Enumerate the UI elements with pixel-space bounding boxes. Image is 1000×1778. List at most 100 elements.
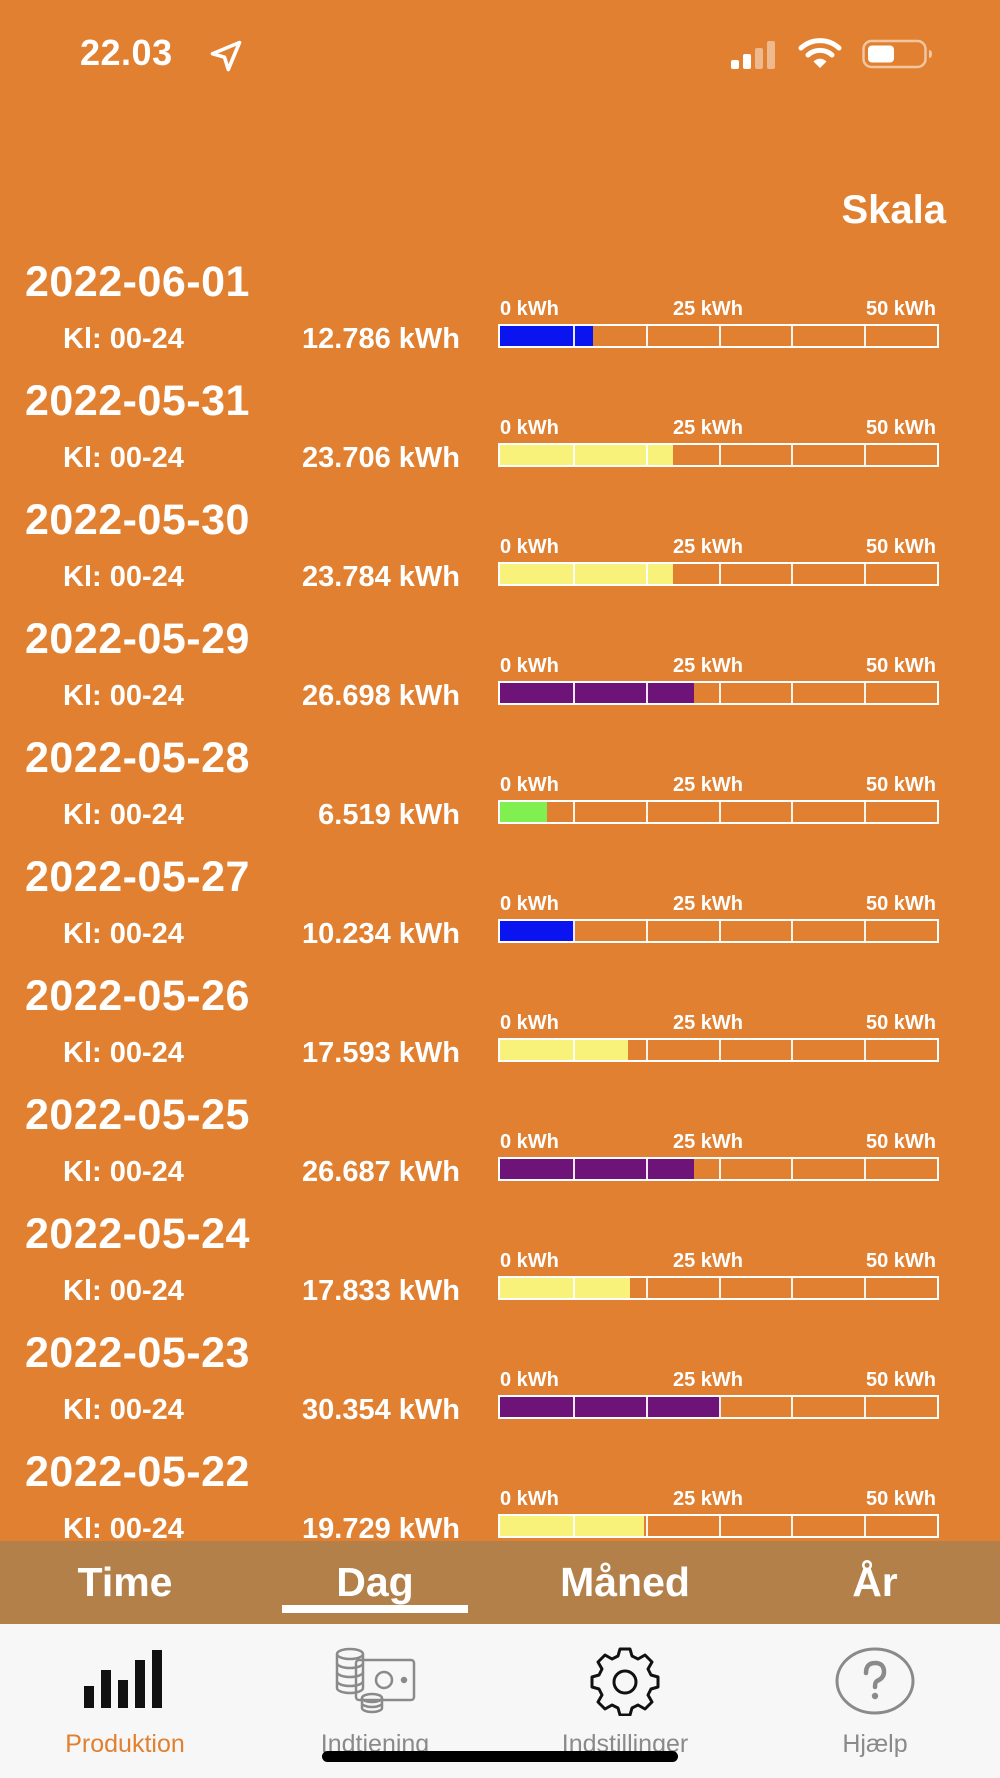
scale-tick-label: 50 kWh — [865, 1369, 936, 1391]
day-row[interactable]: 2022-05-29 Kl: 00-24 26.698 kWh 0 kWh 25 kWh… — [0, 605, 1000, 724]
scale-label: Skala — [841, 188, 946, 232]
bar-segment-divider — [646, 921, 648, 941]
bar-segment-divider — [646, 683, 648, 703]
production-bar-fill — [500, 1278, 630, 1298]
scale-tick-label: 50 kWh — [865, 1488, 936, 1510]
scale-tick-label: 25 kWh — [673, 1369, 744, 1391]
bar-segment-divider — [573, 564, 575, 584]
bar-segment-divider — [573, 445, 575, 465]
day-date: 2022-06-01 — [25, 258, 250, 306]
day-hours: Kl: 00-24 — [63, 1513, 184, 1541]
day-date: 2022-05-25 — [25, 1091, 250, 1139]
day-date: 2022-05-27 — [25, 853, 250, 901]
bar-segment-divider — [791, 1516, 793, 1536]
bar-segment-divider — [573, 1516, 575, 1536]
bar-segment-divider — [864, 326, 866, 346]
production-bar-fill — [500, 921, 575, 941]
day-row[interactable]: 2022-05-28 Kl: 00-24 6.519 kWh 0 kWh 25 kWh 5… — [0, 724, 1000, 843]
day-row[interactable]: 2022-05-25 Kl: 00-24 26.687 kWh 0 kWh 25 kWh… — [0, 1081, 1000, 1200]
bar-segment-divider — [719, 1516, 721, 1536]
production-bar — [498, 681, 939, 705]
bar-segment-divider — [864, 1278, 866, 1298]
day-row[interactable]: 2022-05-24 Kl: 00-24 17.833 kWh 0 kWh 25 kWh… — [0, 1200, 1000, 1319]
day-hours: Kl: 00-24 — [63, 1275, 184, 1307]
bar-segment-divider — [719, 326, 721, 346]
bar-chart-icon — [84, 1650, 162, 1708]
scale-tick-label: 0 kWh — [500, 774, 559, 796]
day-row[interactable]: 2022-05-23 Kl: 00-24 30.354 kWh 0 kWh 25 kWh… — [0, 1319, 1000, 1438]
day-date: 2022-05-31 — [25, 377, 250, 425]
tab-hjaelp[interactable]: Hjælp — [750, 1624, 1000, 1778]
bar-segment-divider — [646, 1040, 648, 1060]
home-indicator — [322, 1751, 678, 1762]
scale-tick-label: 0 kWh — [500, 1012, 559, 1034]
bar-segment-divider — [864, 1397, 866, 1417]
status-bar: 22.03 — [0, 0, 1000, 110]
day-energy: 12.786 kWh — [302, 323, 460, 355]
period-tab-aar[interactable]: År — [852, 1559, 898, 1605]
day-hours: Kl: 00-24 — [63, 323, 184, 355]
scale-tick-label: 0 kWh — [500, 893, 559, 915]
bar-segment-divider — [719, 445, 721, 465]
scale-tick-label: 25 kWh — [673, 1131, 744, 1153]
bar-segment-divider — [719, 1278, 721, 1298]
scale-tick-label: 0 kWh — [500, 536, 559, 558]
period-tab-time[interactable]: Time — [77, 1559, 173, 1605]
production-bar-fill — [500, 1159, 694, 1179]
tab-produktion[interactable]: Produktion — [0, 1624, 250, 1778]
coins-money-icon — [335, 1647, 416, 1714]
bar-segment-divider — [719, 921, 721, 941]
bar-segment-divider — [573, 1397, 575, 1417]
day-date: 2022-05-28 — [25, 734, 250, 782]
scale-tick-label: 25 kWh — [673, 1012, 744, 1034]
scale-tick-label: 0 kWh — [500, 417, 559, 439]
bar-segment-divider — [864, 683, 866, 703]
bar-segment-divider — [573, 802, 575, 822]
period-tab-maaned[interactable]: Måned — [560, 1559, 690, 1605]
scale-tick-label: 50 kWh — [865, 1012, 936, 1034]
bar-segment-divider — [719, 1040, 721, 1060]
scale-tick-label: 25 kWh — [673, 655, 744, 677]
day-hours: Kl: 00-24 — [63, 442, 184, 474]
day-date: 2022-05-22 — [25, 1448, 250, 1496]
scale-tick-label: 50 kWh — [865, 1131, 936, 1153]
bar-segment-divider — [791, 1397, 793, 1417]
production-bar — [498, 1514, 939, 1538]
production-bar — [498, 1395, 939, 1419]
period-tab-dag[interactable]: Dag — [336, 1559, 414, 1605]
production-bar — [498, 1157, 939, 1181]
production-bar-fill — [500, 1397, 721, 1417]
bar-segment-divider — [646, 445, 648, 465]
production-bar-fill — [500, 1040, 628, 1060]
scale-tick-label: 0 kWh — [500, 1369, 559, 1391]
day-row[interactable]: 2022-05-26 Kl: 00-24 17.593 kWh 0 kWh 25 kWh… — [0, 962, 1000, 1081]
day-row[interactable]: 2022-05-22 Kl: 00-24 19.729 kWh 0 kWh 25 kWh… — [0, 1438, 1000, 1541]
day-hours: Kl: 00-24 — [63, 1037, 184, 1069]
day-date: 2022-05-30 — [25, 496, 250, 544]
bar-segment-divider — [573, 1159, 575, 1179]
day-row[interactable]: 2022-05-27 Kl: 00-24 10.234 kWh 0 kWh 25 kWh… — [0, 843, 1000, 962]
day-date: 2022-05-24 — [25, 1210, 250, 1258]
day-row[interactable]: 2022-06-01 Kl: 00-24 12.786 kWh 0 kWh 25 kWh… — [0, 248, 1000, 367]
bar-segment-divider — [864, 802, 866, 822]
daily-production-list[interactable]: 2022-06-01 Kl: 00-24 12.786 kWh 0 kWh 25 kWh… — [0, 248, 1000, 1541]
production-bar — [498, 443, 939, 467]
scale-tick-label: 0 kWh — [500, 655, 559, 677]
bar-segment-divider — [791, 802, 793, 822]
production-bar-fill — [500, 1516, 644, 1536]
bar-segment-divider — [791, 326, 793, 346]
day-row[interactable]: 2022-05-31 Kl: 00-24 23.706 kWh 0 kWh 25 kWh… — [0, 367, 1000, 486]
bar-segment-divider — [573, 921, 575, 941]
bar-segment-divider — [864, 1516, 866, 1536]
day-hours: Kl: 00-24 — [63, 918, 184, 950]
production-bar-fill — [500, 445, 673, 465]
battery-icon — [862, 39, 932, 69]
bar-segment-divider — [864, 1159, 866, 1179]
scale-tick-label: 25 kWh — [673, 774, 744, 796]
status-time: 22.03 — [80, 32, 173, 73]
day-row[interactable]: 2022-05-30 Kl: 00-24 23.784 kWh 0 kWh 25 kWh… — [0, 486, 1000, 605]
bar-segment-divider — [573, 683, 575, 703]
bar-segment-divider — [573, 1278, 575, 1298]
scale-tick-label: 0 kWh — [500, 298, 559, 320]
bar-segment-divider — [719, 683, 721, 703]
